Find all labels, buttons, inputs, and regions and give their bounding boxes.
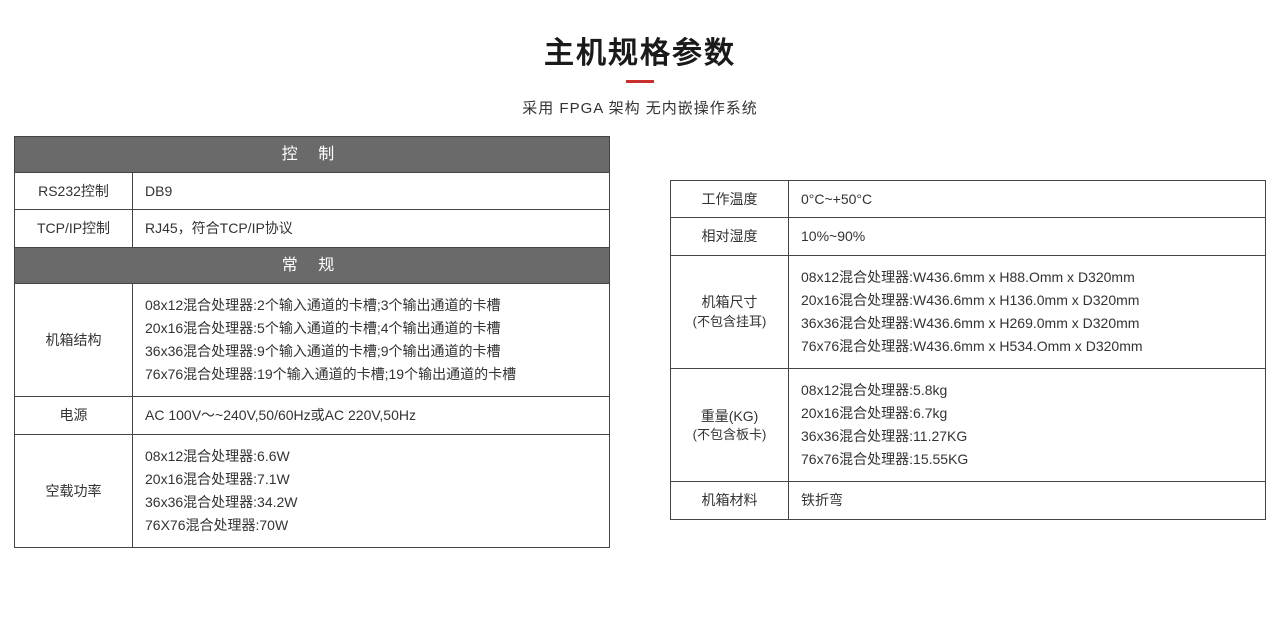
spec-tables-container: 控 制 RS232控制 DB9 TCP/IP控制 RJ45，符合TCP/IP协议…: [0, 118, 1280, 548]
section-header-general: 常 规: [15, 247, 610, 283]
chassis-line: 76x76混合处理器:19个输入通道的卡槽;19个输出通道的卡槽: [145, 363, 597, 386]
right-column: 工作温度 0°C~+50°C 相对湿度 10%~90% 机箱尺寸 (不包含挂耳)…: [670, 136, 1266, 548]
section-header-control: 控 制: [15, 137, 610, 173]
table-row: 机箱材料 铁折弯: [671, 482, 1266, 519]
dimension-line: 76x76混合处理器:W436.6mm x H534.Omm x D320mm: [801, 335, 1253, 358]
rs232-value: DB9: [133, 173, 610, 210]
dimension-line: 08x12混合处理器:W436.6mm x H88.Omm x D320mm: [801, 266, 1253, 289]
noload-label: 空载功率: [15, 434, 133, 547]
dimension-label-line1: 机箱尺寸: [683, 292, 776, 312]
table-row: RS232控制 DB9: [15, 173, 610, 210]
weight-label: 重量(KG) (不包含板卡): [671, 368, 789, 481]
page-title: 主机规格参数: [0, 28, 1280, 72]
table-row: 电源 AC 100V～~240V,50/60Hz或AC 220V,50Hz: [15, 397, 610, 434]
weight-value: 08x12混合处理器:5.8kg 20x16混合处理器:6.7kg 36x36混…: [789, 368, 1266, 481]
table-row: TCP/IP控制 RJ45，符合TCP/IP协议: [15, 210, 610, 247]
material-value: 铁折弯: [789, 482, 1266, 519]
noload-line: 76X76混合处理器:70W: [145, 514, 597, 537]
rs232-label: RS232控制: [15, 173, 133, 210]
tcpip-value: RJ45，符合TCP/IP协议: [133, 210, 610, 247]
chassis-label: 机箱结构: [15, 283, 133, 396]
noload-line: 08x12混合处理器:6.6W: [145, 445, 597, 468]
chassis-line: 20x16混合处理器:5个输入通道的卡槽;4个输出通道的卡槽: [145, 317, 597, 340]
weight-line: 76x76混合处理器:15.55KG: [801, 448, 1253, 471]
humidity-value: 10%~90%: [789, 218, 1266, 255]
weight-line: 36x36混合处理器:11.27KG: [801, 425, 1253, 448]
page-subtitle: 采用 FPGA 架构 无内嵌操作系统: [0, 97, 1280, 118]
material-label: 机箱材料: [671, 482, 789, 519]
chassis-line: 36x36混合处理器:9个输入通道的卡槽;9个输出通道的卡槽: [145, 340, 597, 363]
dimension-label: 机箱尺寸 (不包含挂耳): [671, 255, 789, 368]
power-label: 电源: [15, 397, 133, 434]
weight-line: 08x12混合处理器:5.8kg: [801, 379, 1253, 402]
table-row: 相对湿度 10%~90%: [671, 218, 1266, 255]
humidity-label: 相对湿度: [671, 218, 789, 255]
weight-line: 20x16混合处理器:6.7kg: [801, 402, 1253, 425]
left-column: 控 制 RS232控制 DB9 TCP/IP控制 RJ45，符合TCP/IP协议…: [14, 136, 610, 548]
noload-line: 20x16混合处理器:7.1W: [145, 468, 597, 491]
noload-line: 36x36混合处理器:34.2W: [145, 491, 597, 514]
table-row: 工作温度 0°C~+50°C: [671, 181, 1266, 218]
table-row: 机箱尺寸 (不包含挂耳) 08x12混合处理器:W436.6mm x H88.O…: [671, 255, 1266, 368]
dimension-line: 20x16混合处理器:W436.6mm x H136.0mm x D320mm: [801, 289, 1253, 312]
chassis-value: 08x12混合处理器:2个输入通道的卡槽;3个输出通道的卡槽 20x16混合处理…: [133, 283, 610, 396]
noload-value: 08x12混合处理器:6.6W 20x16混合处理器:7.1W 36x36混合处…: [133, 434, 610, 547]
title-underline-accent: [626, 80, 654, 83]
temp-label: 工作温度: [671, 181, 789, 218]
tcpip-label: TCP/IP控制: [15, 210, 133, 247]
chassis-line: 08x12混合处理器:2个输入通道的卡槽;3个输出通道的卡槽: [145, 294, 597, 317]
weight-label-line2: (不包含板卡): [683, 426, 776, 445]
dimension-label-line2: (不包含挂耳): [683, 313, 776, 332]
left-spec-table: 控 制 RS232控制 DB9 TCP/IP控制 RJ45，符合TCP/IP协议…: [14, 136, 610, 548]
dimension-value: 08x12混合处理器:W436.6mm x H88.Omm x D320mm 2…: [789, 255, 1266, 368]
dimension-line: 36x36混合处理器:W436.6mm x H269.0mm x D320mm: [801, 312, 1253, 335]
table-row: 机箱结构 08x12混合处理器:2个输入通道的卡槽;3个输出通道的卡槽 20x1…: [15, 283, 610, 396]
right-spec-table: 工作温度 0°C~+50°C 相对湿度 10%~90% 机箱尺寸 (不包含挂耳)…: [670, 180, 1266, 520]
power-value: AC 100V～~240V,50/60Hz或AC 220V,50Hz: [133, 397, 610, 434]
temp-value: 0°C~+50°C: [789, 181, 1266, 218]
table-row: 重量(KG) (不包含板卡) 08x12混合处理器:5.8kg 20x16混合处…: [671, 368, 1266, 481]
table-row: 空载功率 08x12混合处理器:6.6W 20x16混合处理器:7.1W 36x…: [15, 434, 610, 547]
weight-label-line1: 重量(KG): [683, 406, 776, 426]
